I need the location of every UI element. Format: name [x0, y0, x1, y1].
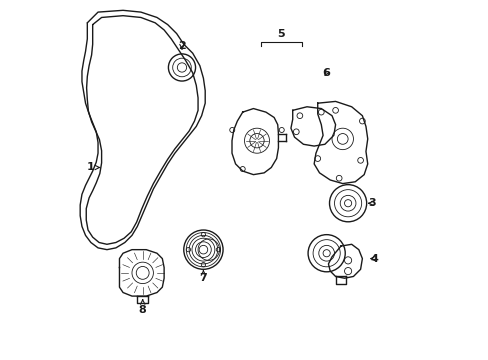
Text: 2: 2 — [178, 41, 185, 51]
Text: 3: 3 — [368, 198, 375, 208]
Text: 8: 8 — [139, 300, 146, 315]
Text: 5: 5 — [277, 29, 285, 39]
Text: 1: 1 — [86, 162, 100, 172]
Text: 7: 7 — [199, 270, 207, 283]
Text: 6: 6 — [322, 68, 330, 78]
Text: 4: 4 — [370, 253, 378, 264]
